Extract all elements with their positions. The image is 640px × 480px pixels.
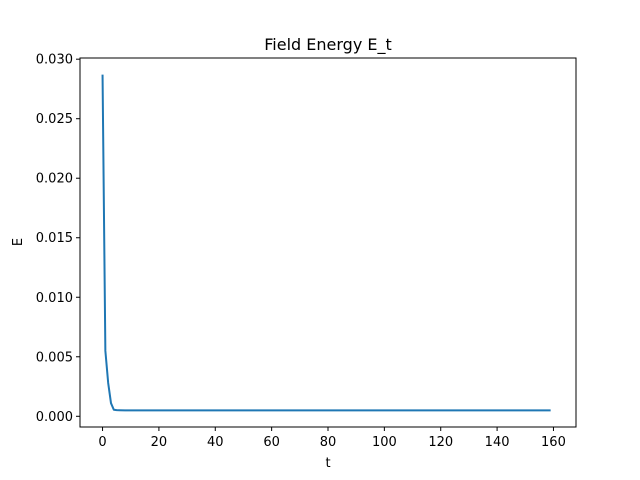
x-tick-label: 40	[207, 435, 224, 450]
y-tick-label: 0.010	[36, 291, 73, 306]
x-tick-label: 20	[151, 435, 168, 450]
y-tick-label: 0.015	[36, 231, 73, 246]
x-tick-label: 80	[320, 435, 337, 450]
y-tick-label: 0.030	[36, 53, 73, 68]
x-axis: 0 20 40 60 80 100 120 140 160	[98, 427, 566, 450]
y-tick-label: 0.005	[36, 350, 73, 365]
y-axis-label: E	[11, 238, 26, 246]
x-tick-label: 120	[428, 435, 453, 450]
x-tick-label: 0	[98, 435, 106, 450]
x-tick-label: 100	[372, 435, 397, 450]
series-line-0	[101, 74, 551, 412]
y-tick-label: 0.000	[36, 410, 73, 425]
y-tick-label: 0.025	[36, 112, 73, 127]
x-tick-label: 140	[485, 435, 510, 450]
x-axis-label: t	[325, 456, 330, 471]
axes-frame	[79, 57, 577, 428]
x-tick-label: 160	[541, 435, 566, 450]
plot-area	[79, 57, 577, 428]
y-tick-label: 0.020	[36, 172, 73, 187]
x-tick-label: 60	[263, 435, 280, 450]
chart-title: Field Energy E_t	[264, 35, 392, 55]
y-axis: 0.000 0.005 0.010 0.015 0.020 0.025 0.030	[36, 53, 80, 425]
